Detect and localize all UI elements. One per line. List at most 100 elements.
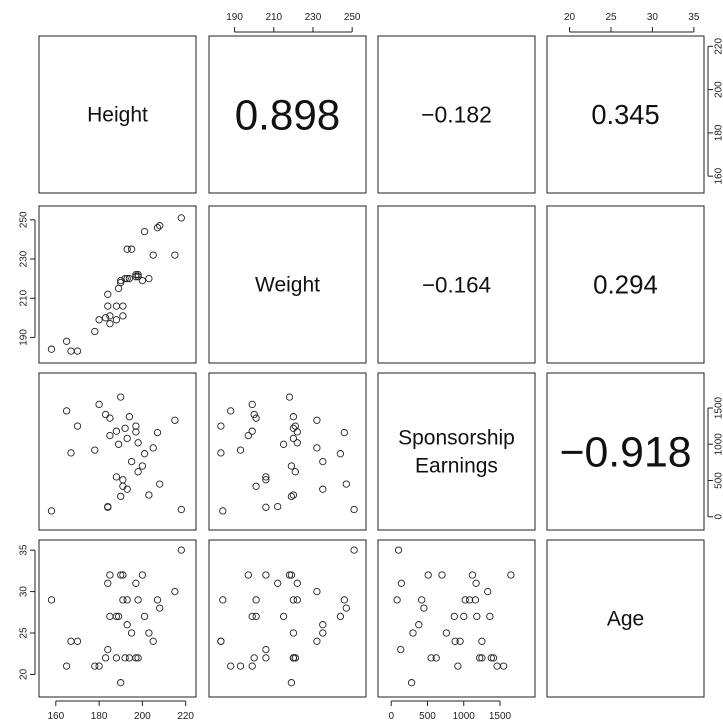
point-earnings-vs-height-28 <box>138 462 147 470</box>
point-earnings-vs-height-29 <box>140 450 149 458</box>
panel-age-age <box>546 539 705 698</box>
point-weight-vs-height-2 <box>62 337 71 345</box>
point-earnings-vs-weight-7 <box>250 410 258 419</box>
point-age-vs-height-29 <box>140 612 149 621</box>
point-age-vs-earnings-35 <box>394 546 403 554</box>
point-age-vs-height-10 <box>106 571 114 579</box>
point-age-vs-height-26 <box>134 596 142 604</box>
panel-age-weight <box>208 539 367 698</box>
point-earnings-vs-weight-34 <box>313 416 321 424</box>
tick-label-left-weight-210: 210 <box>19 289 30 306</box>
correlation-height-age: 0.345 <box>591 99 659 130</box>
point-age-vs-earnings-20 <box>465 596 474 604</box>
point-weight-vs-height-30 <box>145 274 153 283</box>
point-age-vs-earnings-5 <box>454 662 462 670</box>
tick-label-bottom-height-160: 160 <box>47 711 64 722</box>
point-age-vs-weight-33 <box>342 604 350 612</box>
tick-label-top-weight-230: 230 <box>305 12 322 23</box>
point-weight-vs-height-17 <box>119 312 127 320</box>
point-age-vs-weight-17 <box>252 596 260 604</box>
point-age-vs-earnings-31 <box>456 637 464 645</box>
point-earnings-vs-weight-26 <box>293 439 301 447</box>
point-weight-vs-height-1 <box>47 345 56 353</box>
variable-label-age: Age <box>607 608 644 631</box>
point-weight-vs-height-29 <box>140 227 149 236</box>
tick-label-top-weight-210: 210 <box>265 12 282 23</box>
point-age-vs-earnings-9 <box>397 579 406 587</box>
point-earnings-vs-height-1 <box>47 507 56 515</box>
point-earnings-vs-height-20 <box>123 434 131 443</box>
point-earnings-vs-weight-13 <box>262 473 270 481</box>
point-earnings-vs-height-18 <box>119 476 127 484</box>
point-weight-vs-height-6 <box>95 316 103 324</box>
point-age-vs-earnings-24 <box>472 579 480 587</box>
point-age-vs-weight-4 <box>217 637 225 645</box>
point-age-vs-weight-31 <box>313 637 321 645</box>
tick-label-top-age-20: 20 <box>564 12 576 23</box>
tick-label-right-height-220: 220 <box>714 38 723 55</box>
tick-label-top-age-30: 30 <box>647 12 659 23</box>
point-earnings-vs-height-25 <box>132 422 140 430</box>
correlation-weight-earnings: −0.164 <box>422 272 491 297</box>
point-age-vs-earnings-33 <box>420 604 428 612</box>
point-earnings-vs-weight-12 <box>248 427 256 435</box>
point-earnings-vs-weight-1 <box>219 507 227 515</box>
point-age-vs-height-15 <box>117 679 125 687</box>
point-earnings-vs-weight-10 <box>244 431 252 440</box>
point-weight-vs-height-20 <box>123 274 131 283</box>
variable-label-earnings-line-2: Earnings <box>415 455 498 478</box>
point-age-vs-weight-32 <box>340 596 348 604</box>
point-age-vs-weight-20 <box>289 596 298 604</box>
point-earnings-vs-weight-32 <box>340 428 348 437</box>
point-earnings-vs-weight-5 <box>236 446 245 454</box>
tick-label-top-age-35: 35 <box>688 12 700 23</box>
point-earnings-vs-height-4 <box>73 422 82 430</box>
tick-label-left-weight-230: 230 <box>19 250 30 267</box>
point-weight-vs-height-12 <box>112 316 121 324</box>
point-age-vs-earnings-16 <box>507 571 515 579</box>
point-earnings-vs-height-16 <box>117 393 125 401</box>
point-earnings-vs-height-32 <box>153 428 162 437</box>
point-age-vs-height-23 <box>127 629 136 637</box>
point-age-vs-weight-6 <box>248 662 256 670</box>
point-age-vs-height-34 <box>171 587 179 596</box>
tick-label-left-age-25: 25 <box>19 627 30 639</box>
point-age-vs-weight-23 <box>319 629 327 637</box>
point-age-vs-weight-2 <box>227 662 235 670</box>
point-earnings-vs-weight-22 <box>289 413 298 421</box>
point-earnings-vs-height-2 <box>62 407 71 415</box>
panel-earnings-earnings <box>377 372 536 531</box>
point-earnings-vs-weight-8 <box>262 503 270 511</box>
point-earnings-vs-weight-11 <box>252 414 260 422</box>
point-age-vs-earnings-13 <box>427 654 435 662</box>
point-earnings-vs-weight-20 <box>289 434 298 443</box>
point-age-vs-weight-12 <box>248 612 256 621</box>
tick-label-bottom-height-180: 180 <box>91 711 108 722</box>
point-age-vs-weight-13 <box>262 654 270 662</box>
point-earnings-vs-weight-17 <box>252 482 260 490</box>
point-age-vs-earnings-25 <box>478 654 486 662</box>
point-age-vs-earnings-18 <box>424 571 432 579</box>
point-earnings-vs-height-7 <box>101 410 110 419</box>
point-age-vs-height-12 <box>112 612 121 621</box>
point-earnings-vs-weight-21 <box>319 485 327 493</box>
correlation-earnings-age: −0.918 <box>559 428 691 476</box>
point-age-vs-height-35 <box>177 546 185 554</box>
point-weight-vs-height-9 <box>104 290 112 298</box>
point-age-vs-earnings-30 <box>409 629 417 637</box>
point-age-vs-earnings-4 <box>478 637 486 645</box>
correlation-weight-age: 0.294 <box>593 272 658 300</box>
point-age-vs-weight-27 <box>291 654 299 662</box>
point-earnings-vs-height-22 <box>125 413 134 421</box>
panel-weight-weight <box>208 205 367 364</box>
point-age-vs-weight-7 <box>250 654 258 662</box>
point-age-vs-weight-1 <box>219 596 227 604</box>
point-earnings-vs-height-24 <box>132 428 140 436</box>
point-age-vs-weight-18 <box>262 571 270 579</box>
point-earnings-vs-height-12 <box>112 427 121 435</box>
point-weight-vs-height-22 <box>125 274 134 283</box>
point-age-vs-height-13 <box>112 654 121 662</box>
point-earnings-vs-weight-30 <box>289 491 298 499</box>
point-age-vs-height-30 <box>145 629 153 637</box>
